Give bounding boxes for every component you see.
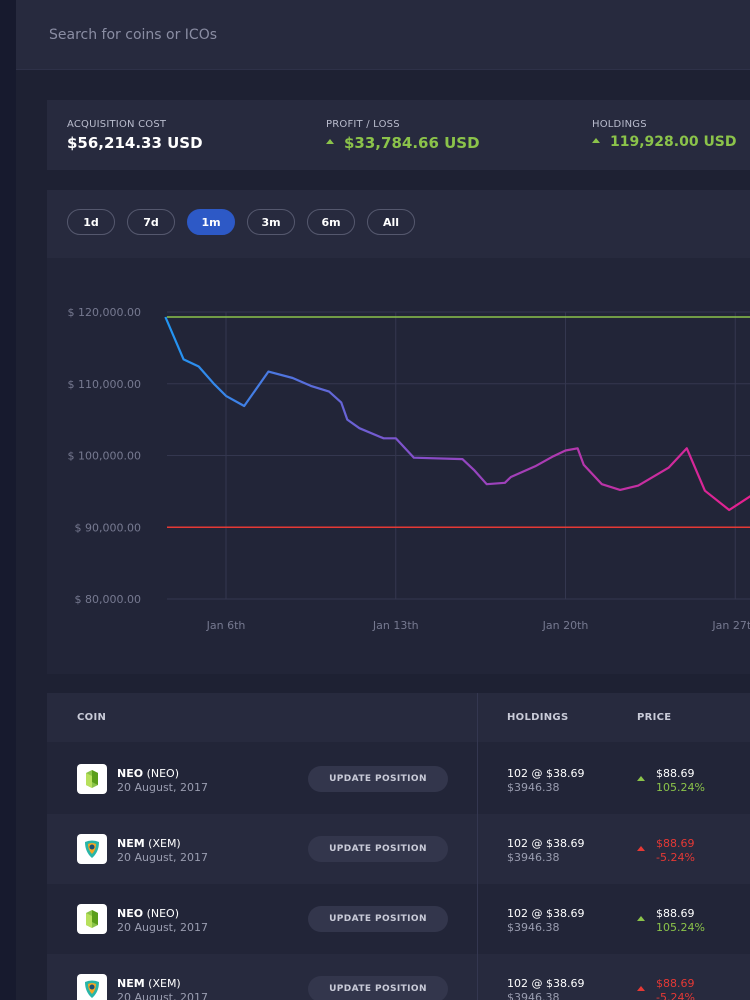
update-position-button[interactable]: UPDATE POSITION: [308, 836, 448, 862]
holdings-value: $3946.38: [507, 991, 560, 1000]
range-button-1d[interactable]: 1d: [67, 209, 115, 235]
coin-name: NEO (NEO): [117, 907, 179, 920]
portfolio-summary-card: ACQUISITION COST $56,214.33 USD PROFIT /…: [47, 100, 750, 170]
coin-name: NEO (NEO): [117, 767, 179, 780]
portfolio-value-chart: $ 80,000.00 $ 90,000.00 $ 100,000.00 $ 110,…: [68, 306, 750, 632]
coin-ticker-name: NEM: [117, 837, 145, 850]
trend-up-icon: [592, 137, 600, 143]
table-row: NEM (XEM) 20 August, 2017 UPDATE POSITION 1…: [47, 814, 750, 884]
holdings-amount: 102 @ $38.69: [507, 767, 585, 780]
coin-symbol: (XEM): [144, 977, 181, 990]
y-tick-label: $ 100,000.00: [68, 450, 141, 463]
coin-date: 20 August, 2017: [117, 781, 208, 794]
holdings-value: $3946.38: [507, 781, 560, 794]
coin-symbol: (NEO): [143, 907, 179, 920]
holdings-table: COIN HOLDINGS PRICE NEO (NEO) 20 August, …: [47, 693, 750, 1000]
nem-icon: [77, 974, 107, 1000]
price-column-header: PRICE: [637, 712, 672, 723]
column-divider: [477, 693, 478, 1000]
holdings-amount: 102 @ $38.69: [507, 977, 585, 990]
x-tick-label: Jan 13th: [372, 619, 419, 632]
search-bar: [16, 0, 750, 70]
range-button-3m[interactable]: 3m: [247, 209, 295, 235]
holdings-value: 119,928.00 USD: [610, 134, 737, 150]
table-header: COIN HOLDINGS PRICE: [47, 693, 750, 742]
range-button-6m[interactable]: 6m: [307, 209, 355, 235]
portfolio-chart-card: 1d 7d 1m 3m 6m All $ 80,000.00 $ 90,000.0…: [47, 190, 750, 674]
neo-icon: [77, 764, 107, 794]
trend-up-icon: [326, 139, 334, 144]
price-value: $88.69: [656, 837, 695, 850]
holdings-stat: HOLDINGS 119,928.00 USD: [592, 119, 737, 150]
update-position-button[interactable]: UPDATE POSITION: [308, 976, 448, 1000]
y-tick-label: $ 80,000.00: [75, 593, 141, 606]
neo-icon: [77, 904, 107, 934]
trend-up-icon: [637, 916, 645, 921]
coin-symbol: (XEM): [144, 837, 181, 850]
acquisition-cost-label: ACQUISITION COST: [67, 119, 167, 130]
x-tick-label: Jan 20th: [542, 619, 589, 632]
price-change: 105.24%: [656, 921, 705, 934]
coin-ticker-name: NEO: [117, 907, 144, 920]
range-button-7d[interactable]: 7d: [127, 209, 175, 235]
acquisition-cost-stat: ACQUISITION COST $56,214.33 USD: [67, 119, 203, 152]
holdings-amount: 102 @ $38.69: [507, 837, 585, 850]
x-tick-label: Jan 6th: [206, 619, 246, 632]
range-button-all[interactable]: All: [367, 209, 415, 235]
coin-name: NEM (XEM): [117, 977, 181, 990]
coin-ticker-name: NEM: [117, 977, 145, 990]
y-tick-label: $ 90,000.00: [75, 521, 141, 534]
table-row: NEM (XEM) 20 August, 2017 UPDATE POSITION 1…: [47, 954, 750, 1000]
holdings-amount: 102 @ $38.69: [507, 907, 585, 920]
price-value: $88.69: [656, 907, 695, 920]
coin-date: 20 August, 2017: [117, 851, 208, 864]
profit-loss-label: PROFIT / LOSS: [326, 119, 400, 130]
coin-ticker-name: NEO: [117, 767, 144, 780]
y-tick-label: $ 120,000.00: [68, 306, 141, 319]
profit-loss-value: $33,784.66 USD: [344, 134, 480, 152]
table-row: NEO (NEO) 20 August, 2017 UPDATE POSITION 1…: [47, 744, 750, 814]
price-value: $88.69: [656, 977, 695, 990]
coin-date: 20 August, 2017: [117, 921, 208, 934]
portfolio-value-line: [164, 316, 750, 512]
trend-down-icon: [637, 986, 645, 991]
price-change: -5.24%: [656, 991, 695, 1000]
left-sidebar-rail: [0, 0, 16, 1000]
holdings-column-header: HOLDINGS: [507, 712, 569, 723]
time-range-selector: 1d 7d 1m 3m 6m All: [47, 190, 750, 258]
price-value: $88.69: [656, 767, 695, 780]
coin-name: NEM (XEM): [117, 837, 181, 850]
holdings-value: $3946.38: [507, 921, 560, 934]
holdings-label: HOLDINGS: [592, 119, 647, 130]
acquisition-cost-value: $56,214.33 USD: [67, 134, 203, 152]
y-tick-label: $ 110,000.00: [68, 378, 141, 391]
holdings-value: $3946.38: [507, 851, 560, 864]
coin-symbol: (NEO): [143, 767, 179, 780]
update-position-button[interactable]: UPDATE POSITION: [308, 766, 448, 792]
table-row: NEO (NEO) 20 August, 2017 UPDATE POSITION 1…: [47, 884, 750, 954]
price-change: 105.24%: [656, 781, 705, 794]
coin-date: 20 August, 2017: [117, 991, 208, 1000]
profit-loss-stat: PROFIT / LOSS $33,784.66 USD: [326, 119, 480, 152]
x-tick-label: Jan 27th: [711, 619, 750, 632]
trend-up-icon: [637, 776, 645, 781]
update-position-button[interactable]: UPDATE POSITION: [308, 906, 448, 932]
range-button-1m[interactable]: 1m: [187, 209, 235, 235]
coin-column-header: COIN: [77, 712, 107, 723]
price-change: -5.24%: [656, 851, 695, 864]
nem-icon: [77, 834, 107, 864]
search-input[interactable]: [47, 18, 651, 52]
trend-down-icon: [637, 846, 645, 851]
